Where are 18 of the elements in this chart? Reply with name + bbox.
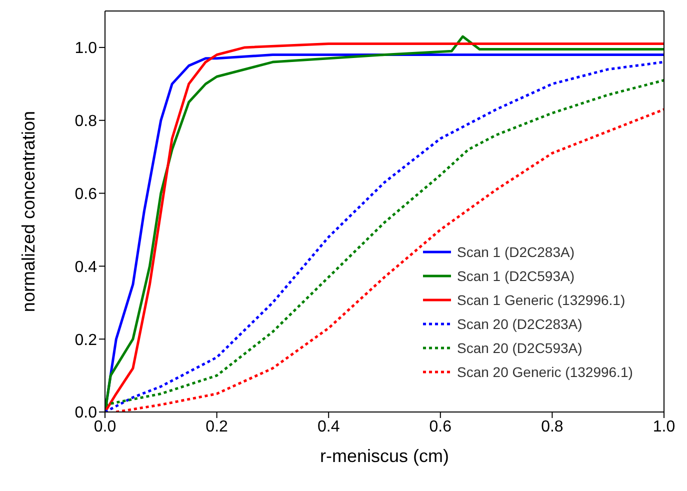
legend-label: Scan 20 Generic (132996.1) bbox=[457, 363, 633, 382]
x-tick-label: 0.8 bbox=[541, 418, 564, 436]
legend-label: Scan 1 Generic (132996.1) bbox=[457, 291, 626, 310]
y-tick-label: 0.6 bbox=[74, 186, 98, 203]
x-tick-label: 0.2 bbox=[206, 418, 228, 436]
x-tick-label: 1.0 bbox=[652, 418, 676, 436]
y-tick-label: 0.4 bbox=[74, 258, 98, 276]
y-tick-label: 1.0 bbox=[74, 40, 98, 58]
y-axis-title: normalized concentration bbox=[18, 110, 38, 312]
legend-label: Scan 1 (D2C593A) bbox=[457, 267, 575, 286]
legend-label: Scan 20 (D2C593A) bbox=[457, 339, 582, 358]
legend-label: Scan 1 (D2C283A) bbox=[457, 243, 575, 262]
x-tick-label: 0.4 bbox=[317, 418, 340, 436]
y-tick-label: 0.8 bbox=[74, 113, 98, 130]
y-tick-label: 0.2 bbox=[74, 332, 98, 349]
x-tick-label: 0.6 bbox=[429, 418, 452, 436]
legend-label: Scan 20 (D2C283A) bbox=[457, 315, 582, 334]
x-axis-title: r-meniscus (cm) bbox=[320, 446, 449, 466]
